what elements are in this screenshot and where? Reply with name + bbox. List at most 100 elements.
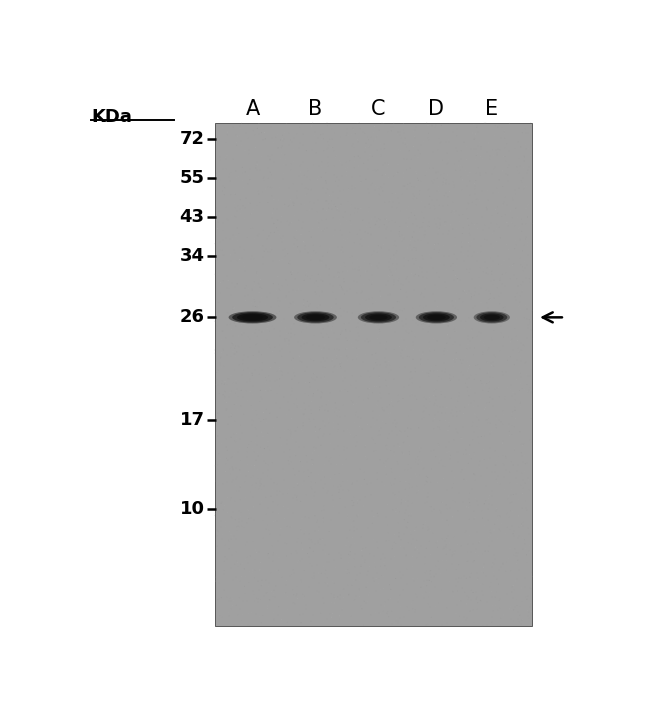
Point [318,133,329,144]
Point [412,573,423,585]
Point [261,170,271,181]
Point [434,133,445,144]
Point [473,430,483,442]
Point [346,217,356,228]
Point [251,567,261,579]
Point [304,552,314,563]
Point [313,588,323,600]
Point [255,499,265,510]
Point [233,618,244,630]
Point [290,232,300,244]
Point [406,529,416,540]
Point [349,525,359,536]
Point [354,430,364,442]
Point [304,581,315,593]
Point [336,603,346,614]
Point [310,216,320,227]
Point [354,330,364,342]
Point [405,373,415,385]
Point [503,331,514,343]
Point [416,509,426,521]
Point [523,290,534,302]
Point [492,279,502,291]
Point [340,183,350,195]
Point [283,396,293,408]
Point [285,521,295,533]
Point [219,565,229,576]
Point [280,588,290,599]
Point [477,581,488,593]
Point [306,120,316,131]
Point [259,448,270,460]
Point [450,356,460,367]
Point [508,585,518,596]
Point [413,270,424,282]
Point [512,165,523,176]
Point [525,149,536,161]
Point [227,593,237,604]
Point [488,227,498,239]
Point [235,203,245,214]
Point [516,279,526,290]
Point [247,284,257,296]
Point [250,129,260,141]
Point [516,518,526,530]
Point [406,462,416,474]
Point [433,132,443,144]
Text: 43: 43 [179,208,205,226]
Point [418,463,428,474]
Point [384,196,395,207]
Point [471,175,481,186]
Point [246,460,257,471]
Point [226,432,237,443]
Point [421,223,432,235]
Point [326,167,336,178]
Point [454,458,464,470]
Point [252,447,263,458]
Point [376,608,386,619]
Point [228,534,239,546]
Point [318,205,329,217]
Point [294,122,305,134]
Point [232,383,242,395]
Point [434,414,445,426]
Point [322,487,332,499]
Point [356,266,366,277]
Point [259,456,269,467]
Point [498,340,508,352]
Point [286,569,296,580]
Point [242,290,253,301]
Point [497,122,507,134]
Point [442,544,452,556]
Point [465,335,476,347]
Point [235,253,245,265]
Point [480,402,491,414]
Point [262,323,272,334]
Point [262,343,272,355]
Point [358,157,369,169]
Point [291,399,302,411]
Point [393,129,403,140]
Point [437,407,447,419]
Point [252,138,262,149]
Point [501,432,512,443]
Point [350,574,361,586]
Point [367,172,378,183]
Point [356,203,367,214]
Point [248,186,258,198]
Point [422,120,433,131]
Point [465,122,475,134]
Point [339,225,350,237]
Ellipse shape [242,315,263,320]
Point [403,375,413,386]
Point [443,191,454,203]
Point [369,135,379,147]
Point [255,197,265,209]
Point [486,332,497,344]
Point [291,128,302,139]
Point [426,121,436,132]
Point [248,349,258,361]
Point [452,178,462,189]
Point [418,322,428,334]
Point [522,277,532,288]
